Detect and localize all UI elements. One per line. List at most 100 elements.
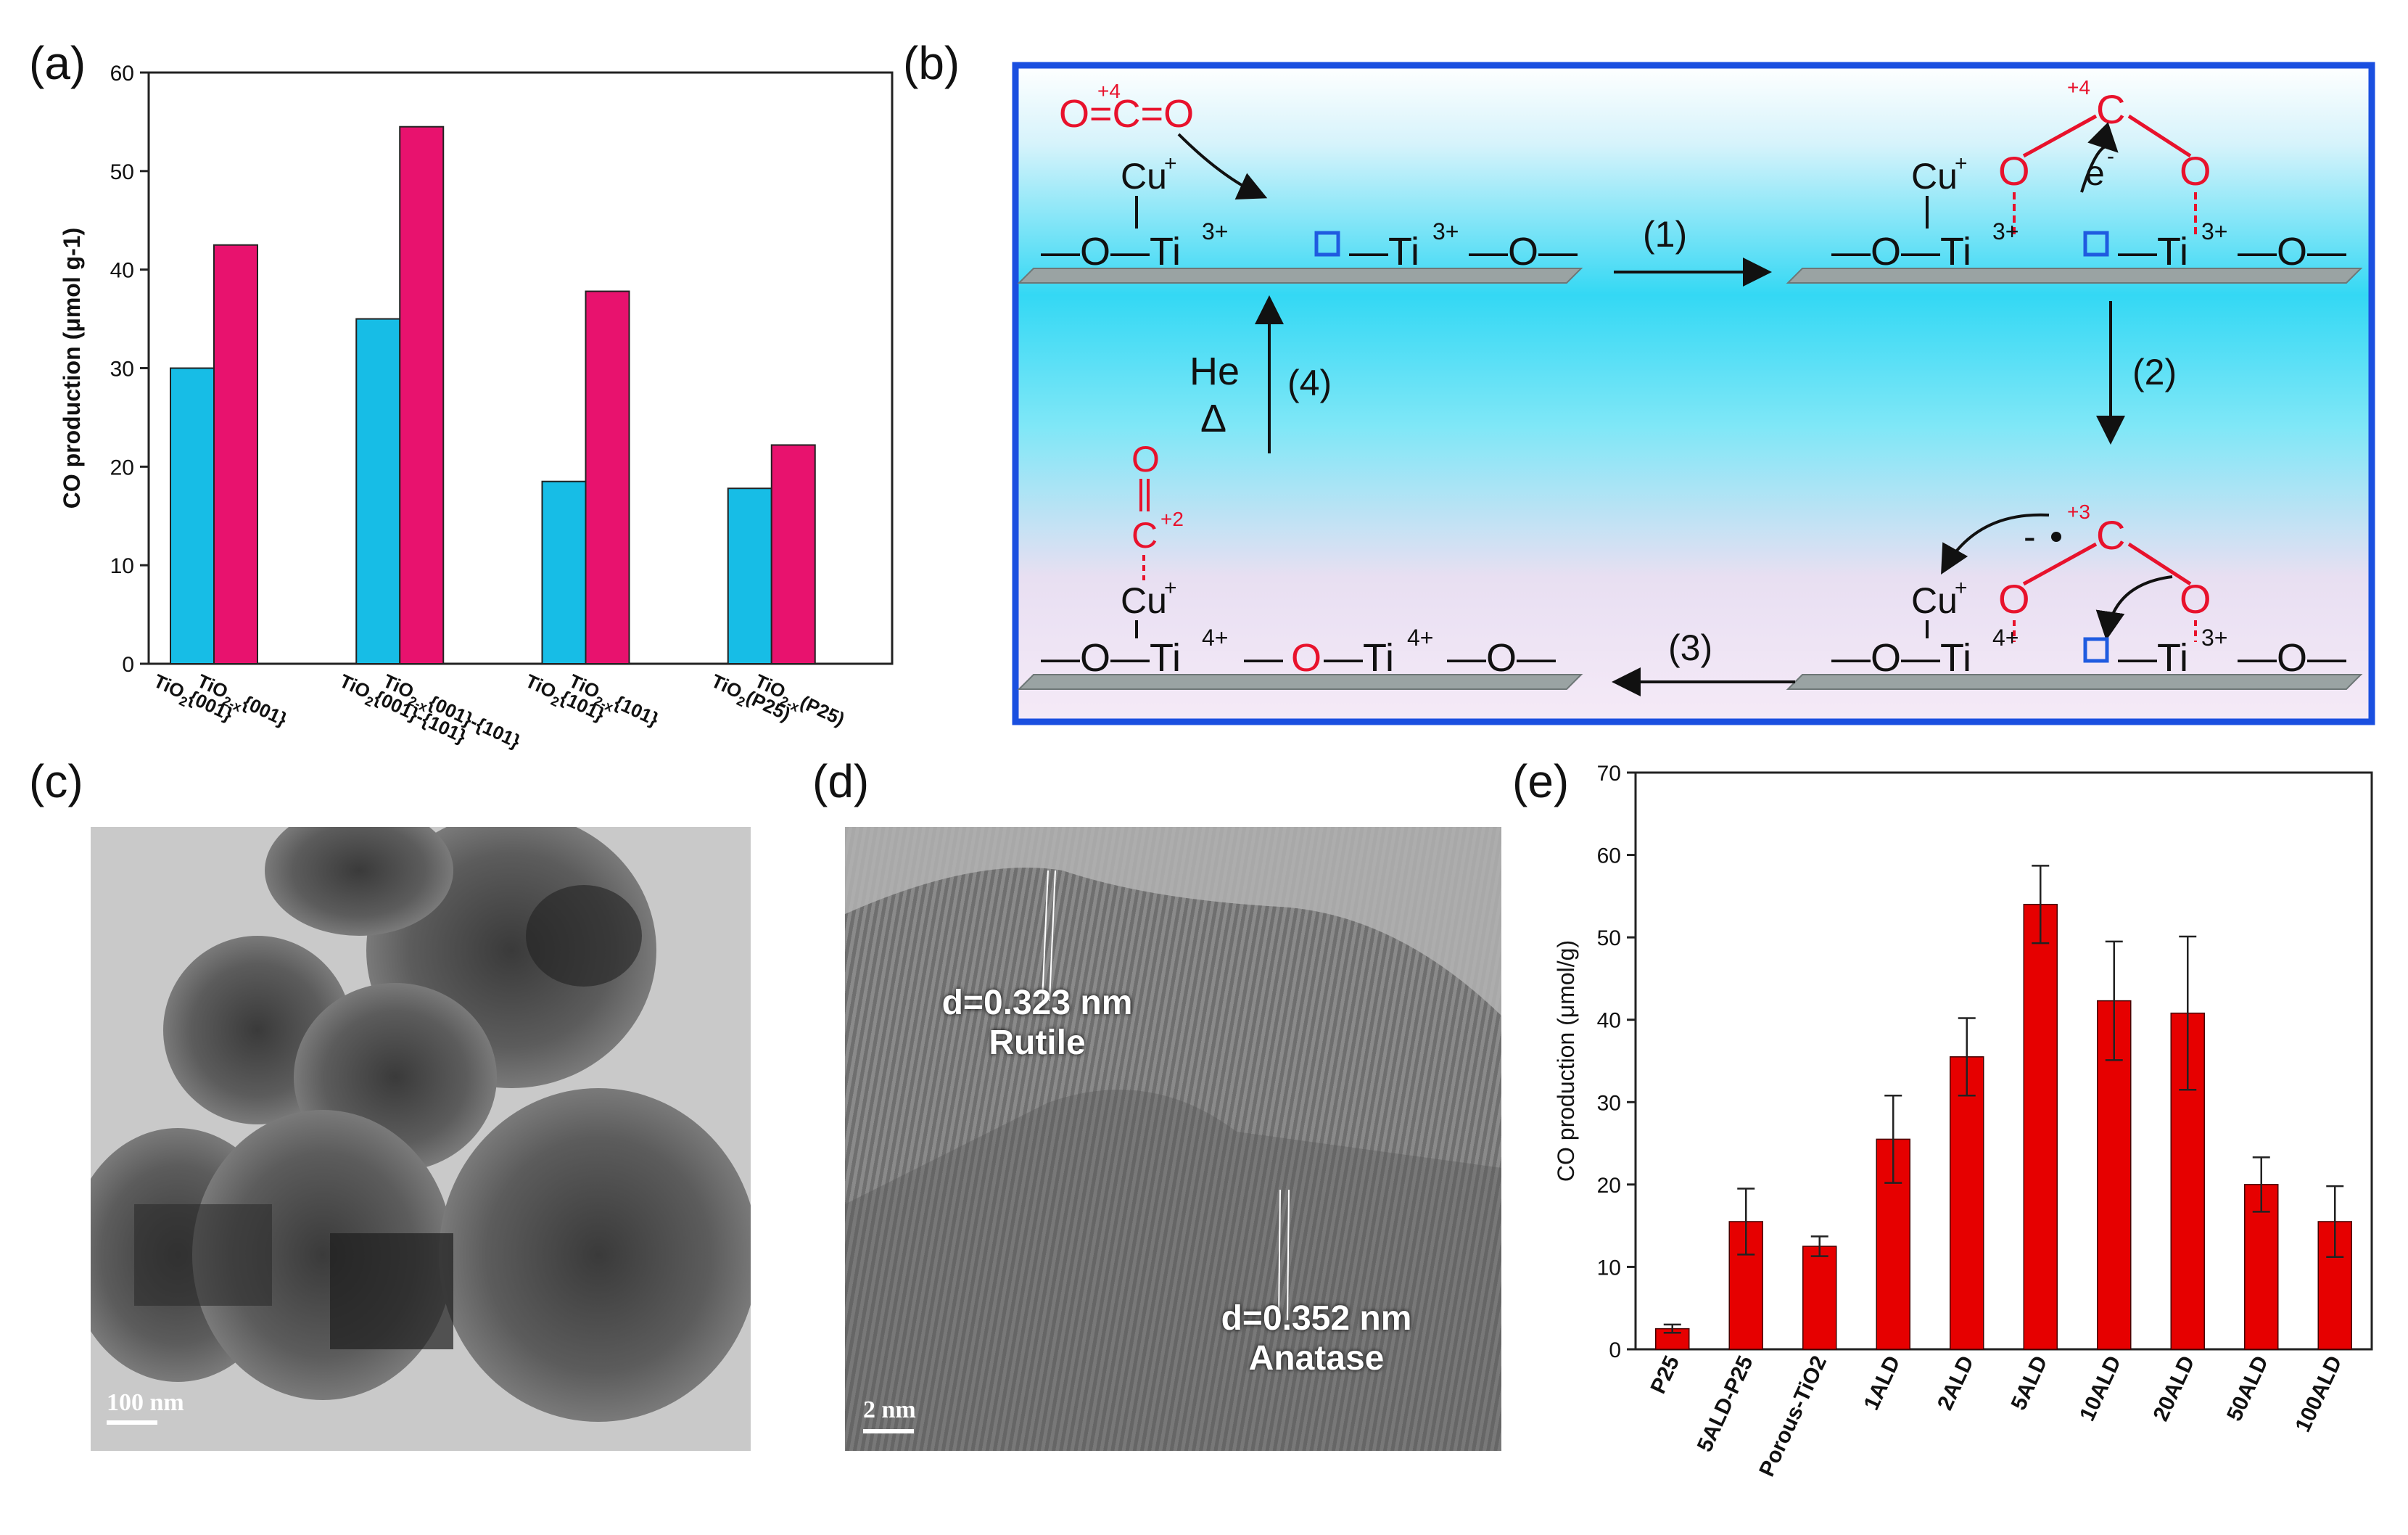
ox-state-plus2: +2 bbox=[1160, 508, 1184, 530]
lattice-row-2c: —O— bbox=[2238, 230, 2346, 273]
chart-a-bars bbox=[170, 125, 816, 665]
oxygen-vacancy-2 bbox=[2083, 231, 2109, 257]
d-spacing-rutile: d=0.323 nm Rutile bbox=[914, 983, 1160, 1063]
y-tick-label: 20 bbox=[110, 456, 134, 480]
chart-a-labels: TiO2{001}TiO2-x{001}TiO2{001}-{101}TiO2-… bbox=[150, 670, 848, 752]
cu-label-2: Cu bbox=[1911, 156, 1958, 197]
cu-charge-1: + bbox=[1164, 152, 1177, 176]
y-tick-label: 0 bbox=[1609, 1338, 1621, 1362]
y-tick-label: 0 bbox=[122, 653, 134, 677]
lattice-row-1c: —O— bbox=[1469, 230, 1578, 273]
bar bbox=[213, 244, 258, 665]
lattice-row-2b: —Ti bbox=[2118, 230, 2188, 273]
bar bbox=[170, 367, 215, 664]
oxygen-vacancy-1 bbox=[1314, 231, 1340, 257]
he-label: He bbox=[1189, 350, 1240, 393]
ti4-charge-3a: 4+ bbox=[1202, 625, 1228, 651]
x-tick-label: 2ALD bbox=[1933, 1352, 1979, 1414]
oxygen-d2: O bbox=[2180, 576, 2211, 622]
x-tick-label: 5ALD-P25 bbox=[1693, 1352, 1758, 1455]
bar bbox=[1802, 1246, 1837, 1350]
electron-transfer-arrow bbox=[2080, 122, 2119, 193]
y-tick-label: 10 bbox=[110, 554, 134, 578]
y-tick-label: 30 bbox=[110, 358, 134, 382]
tem-c-particles bbox=[91, 827, 751, 1422]
lattice-row-1: —O—Ti bbox=[1041, 230, 1181, 273]
surface-bottom-right bbox=[1786, 674, 2363, 690]
rutile-spacing: d=0.323 nm bbox=[941, 984, 1133, 1022]
surface-top-left bbox=[1017, 268, 1583, 284]
ti3-charge-2b: 3+ bbox=[2201, 218, 2227, 244]
y-tick-label: 30 bbox=[1597, 1091, 1621, 1115]
ti3-charge-1a: 3+ bbox=[1202, 218, 1228, 244]
x-tick-label: 50ALD bbox=[2222, 1352, 2273, 1425]
bar bbox=[585, 290, 630, 664]
ti3-charge-4: 3+ bbox=[2201, 625, 2227, 651]
c-o-bond-d1 bbox=[2022, 542, 2098, 586]
step-1-label: (1) bbox=[1643, 214, 1687, 255]
bar bbox=[399, 125, 445, 665]
refilled-oxygen: O bbox=[1291, 636, 1321, 680]
step-2-label: (2) bbox=[2132, 352, 2177, 392]
delta-label: Δ bbox=[1200, 397, 1226, 440]
step-3-label: (3) bbox=[1668, 627, 1712, 668]
cu-charge-4: + bbox=[1955, 576, 1968, 600]
y-tick-label: 70 bbox=[1597, 762, 1621, 786]
cu-label-1: Cu bbox=[1121, 156, 1167, 197]
bar bbox=[1728, 1221, 1763, 1350]
carbon-d: C bbox=[2096, 512, 2125, 558]
chart-e-bars bbox=[1655, 865, 2352, 1350]
lattice-row-3c: —Ti bbox=[1324, 636, 1394, 680]
y-axis-label: CO production (μmol g-1) bbox=[59, 228, 85, 509]
y-tick-label: 40 bbox=[1597, 1009, 1621, 1033]
tem-c-scale-bar bbox=[107, 1420, 157, 1425]
panel-label-a: (a) bbox=[29, 37, 86, 89]
cu-charge-3: + bbox=[1164, 576, 1177, 600]
co-oxygen: O bbox=[1131, 439, 1160, 480]
ti4-charge-3b: 4+ bbox=[1407, 625, 1433, 651]
lattice-row-3b: — bbox=[1244, 636, 1283, 680]
tem-d-overlay bbox=[845, 827, 1501, 1451]
cu-charge-2: + bbox=[1955, 152, 1968, 176]
adsorption-arrow bbox=[1177, 133, 1268, 199]
o-transfer-arrow bbox=[2095, 575, 2173, 641]
radical-dot bbox=[2051, 532, 2061, 542]
panel-label-e: (e) bbox=[1512, 755, 1570, 807]
lattice-row-4c: —O— bbox=[2238, 636, 2346, 680]
x-tick-label: 1ALD bbox=[1860, 1352, 1905, 1414]
oxygen-b1: O bbox=[1998, 148, 2030, 194]
y-tick-label: 20 bbox=[1597, 1174, 1621, 1198]
bar bbox=[2023, 903, 2058, 1350]
co-carbon: C bbox=[1131, 515, 1158, 556]
y-tick-label: 10 bbox=[1597, 1256, 1621, 1280]
step-4-label: (4) bbox=[1287, 363, 1332, 403]
ox-state-plus3: +3 bbox=[2067, 501, 2090, 523]
c-o-bond-b1 bbox=[2022, 114, 2098, 158]
ox-state-plus4-a: +4 bbox=[1097, 80, 1121, 102]
chart-e-axes: 0 10 20 30 40 50 60 70 CO production (μmol/g) bbox=[1553, 762, 2373, 1362]
carbon-b: C bbox=[2096, 86, 2125, 132]
panel-label-c: (c) bbox=[29, 755, 83, 807]
oxygen-b2: O bbox=[2180, 148, 2211, 194]
ti3-charge-1b: 3+ bbox=[1432, 218, 1459, 244]
x-tick-label: Porous-TiO2 bbox=[1755, 1352, 1831, 1481]
y-tick-label: 40 bbox=[110, 259, 134, 283]
surface-bottom-left bbox=[1017, 674, 1583, 690]
chart-a: 0 10 20 30 40 50 60 CO production (μmol g-1) Ti… bbox=[59, 62, 894, 752]
d-spacing-anatase: d=0.352 nm Anatase bbox=[1193, 1299, 1440, 1378]
bar bbox=[541, 480, 587, 664]
rutile-phase: Rutile bbox=[989, 1024, 1086, 1062]
surface-top-right bbox=[1786, 268, 2363, 284]
cu-label-3: Cu bbox=[1121, 580, 1167, 621]
x-tick-label: P25 bbox=[1646, 1352, 1684, 1397]
oxygen-d1: O bbox=[1998, 576, 2030, 622]
y-tick-label: 50 bbox=[110, 160, 134, 184]
anatase-phase: Anatase bbox=[1248, 1339, 1385, 1378]
y-tick-label: 60 bbox=[1597, 844, 1621, 868]
co-release-arrow bbox=[1941, 513, 2050, 575]
ti3-charge-2a: 3+ bbox=[1992, 218, 2019, 244]
cu-label-4: Cu bbox=[1911, 580, 1958, 621]
ti4-charge-4: 4+ bbox=[1992, 625, 2019, 651]
y-tick-label: 60 bbox=[110, 62, 134, 86]
